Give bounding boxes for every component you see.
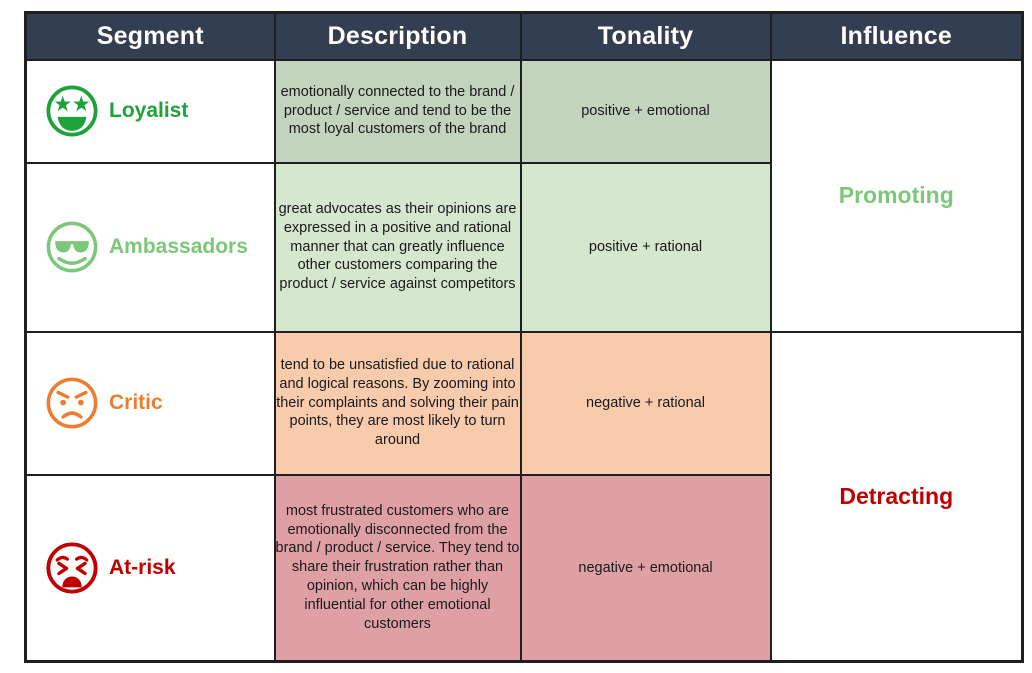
tonality-cell-loyalist: positive + emotional [519,58,772,164]
frustrated-face-icon [46,542,98,594]
segment-content: At-risk [28,541,273,595]
table-row-at-risk: At-risk most frustrated customers who ar… [24,473,1023,663]
angry-face-icon [46,377,98,429]
table-header-row: Segment Description Tonality Influence [24,11,1024,61]
segment-content: Loyalist [28,84,273,138]
segment-label: Ambassadors [109,235,248,258]
description-cell-critic: tend to be unsatisfied due to rational a… [273,330,522,476]
star-struck-face-icon [46,85,98,137]
header-cell-description: Description [273,11,522,61]
tonality-cell-critic: negative + rational [519,330,772,476]
influence-label-detracting: Detracting [839,482,954,509]
header-cell-segment: Segment [24,11,276,61]
segment-cell-loyalist: Loyalist [24,58,276,164]
table-row-ambassadors: Ambassadors great advocates as their opi… [24,161,1023,333]
segment-matrix-table: Segment Description Tonality Influence L… [24,11,1024,663]
segment-label: At-risk [109,555,176,579]
tonality-cell-ambassadors: positive + rational [519,161,772,333]
table-row-critic: Critic tend to be unsatisfied due to rat… [24,330,1024,663]
description-cell-loyalist: emotionally connected to the brand / pro… [273,58,522,164]
segment-cell-at-risk: At-risk [24,473,276,663]
segment-cell-ambassadors: Ambassadors [24,161,276,333]
influence-cell-promoting: Promoting [769,58,1024,333]
segment-cell-critic: Critic [24,330,276,476]
segment-label: Loyalist [109,99,189,122]
influence-cell-detracting: Detracting [769,330,1024,663]
description-cell-at-risk: most frustrated customers who are emotio… [273,473,522,663]
segment-content: Ambassadors [28,220,273,274]
sunglasses-face-icon [46,221,98,273]
tonality-cell-at-risk: negative + emotional [519,473,772,663]
header-cell-influence: Influence [769,11,1024,61]
description-cell-ambassadors: great advocates as their opinions are ex… [273,161,522,333]
influence-label-promoting: Promoting [838,182,954,208]
segment-content: Critic [28,376,273,430]
header-cell-tonality: Tonality [519,11,772,61]
table-row-loyalist: Loyalist emotionally connected to the br… [24,58,1024,333]
segment-label: Critic [109,391,163,414]
